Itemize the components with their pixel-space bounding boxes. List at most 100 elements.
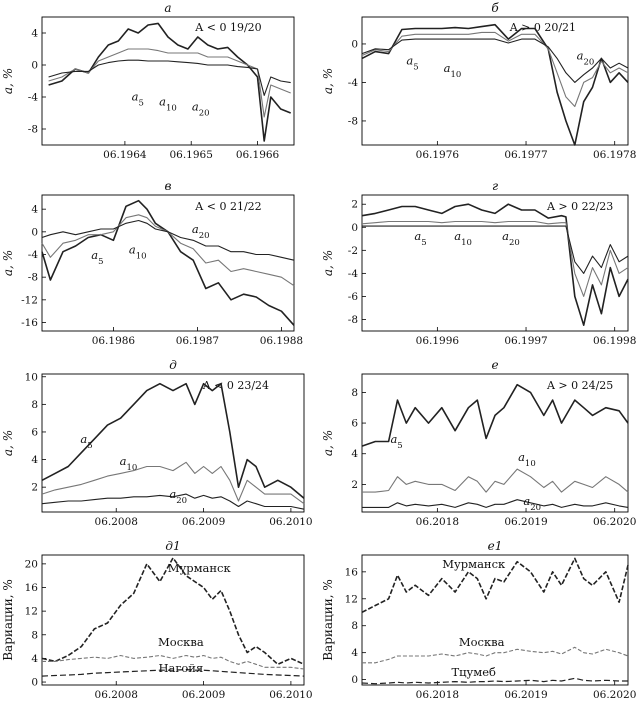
y-tick-label: -4 bbox=[28, 92, 39, 104]
y-tick-label: 0 bbox=[351, 38, 358, 50]
x-tick-label: 06.2020 bbox=[593, 516, 636, 528]
panel-note: A < 0 21/22 bbox=[194, 200, 261, 213]
y-tick-label: 4 bbox=[31, 454, 38, 466]
y-axis-label: a, % bbox=[321, 430, 335, 456]
chart-panel-b: б A > 0 20/21 a, % -8 -4 0 06.1976 06.1977 06.19… bbox=[321, 1, 636, 161]
series-line-Нагойя bbox=[41, 668, 305, 677]
y-tick-label: 8 bbox=[351, 620, 358, 632]
panel-note: A > 0 24/25 bbox=[546, 379, 613, 392]
series-line-a5 bbox=[41, 382, 305, 499]
series-line-a20 bbox=[361, 38, 629, 83]
plot-frame bbox=[361, 554, 629, 686]
y-axis-label: Вариации, % bbox=[1, 579, 15, 661]
plot-frame bbox=[361, 194, 629, 332]
series-label: a10 bbox=[129, 242, 147, 261]
y-tick-label: 0 bbox=[351, 222, 358, 234]
y-tick-label: 4 bbox=[31, 653, 38, 665]
x-tick-label: 06.1987 bbox=[176, 335, 219, 347]
y-tick-label: 4 bbox=[31, 204, 38, 216]
y-tick-label: 16 bbox=[345, 566, 359, 578]
y-tick-label: -6 bbox=[348, 291, 359, 303]
chart-panel-e: е A > 0 24/25 a, % 2 4 6 8 06.2018 06.2019 06.202… bbox=[321, 358, 636, 528]
y-tick-label: -2 bbox=[348, 245, 358, 257]
panel-note: A > 0 20/21 bbox=[509, 21, 576, 34]
y-tick-label: 4 bbox=[31, 28, 38, 40]
y-tick-label: -8 bbox=[348, 115, 358, 127]
panel-note: A < 0 23/24 bbox=[202, 379, 269, 392]
x-tick-label: 06.1977 bbox=[504, 149, 547, 161]
panel-title: е1 bbox=[488, 539, 503, 553]
y-axis-label: a, % bbox=[321, 68, 335, 94]
x-tick-label: 06.1996 bbox=[416, 335, 460, 347]
y-tick-label: 6 bbox=[351, 418, 358, 430]
series-label: a20 bbox=[577, 48, 595, 67]
y-axis-label: Вариации, % bbox=[321, 579, 335, 661]
chart-panel-a: а A < 0 19/20 a, % -8 -4 0 4 06.1964 06.1965 06.1… bbox=[1, 1, 295, 161]
series-line-a20 bbox=[362, 225, 629, 274]
series-label: Нагойя bbox=[158, 661, 203, 675]
plot-frame bbox=[41, 16, 295, 146]
x-tick-label: 06.1997 bbox=[504, 335, 547, 347]
y-tick-label: 0 bbox=[351, 674, 358, 686]
series-label: Мурманск bbox=[168, 561, 232, 575]
y-tick-label: 4 bbox=[351, 647, 358, 659]
y-tick-label: 2 bbox=[351, 199, 358, 211]
series-line-a20 bbox=[41, 219, 295, 261]
plot-frame bbox=[41, 554, 305, 686]
x-tick-label: 06.2008 bbox=[95, 516, 138, 528]
series-line-Москва bbox=[362, 646, 629, 664]
series-line-a20 bbox=[41, 493, 305, 510]
series-line-a20 bbox=[362, 499, 629, 508]
series-label: a10 bbox=[159, 94, 177, 113]
x-tick-label: 06.1988 bbox=[260, 335, 303, 347]
panel-title: д bbox=[169, 358, 177, 372]
x-tick-label: 06.2010 bbox=[269, 516, 312, 528]
x-tick-label: 06.2019 bbox=[504, 689, 547, 701]
series-line-Мурманск bbox=[361, 557, 629, 614]
y-axis-label: a, % bbox=[1, 430, 15, 456]
series-label: Мурманск bbox=[442, 557, 506, 571]
y-tick-label: 8 bbox=[351, 387, 358, 399]
series-label: a5 bbox=[132, 89, 144, 108]
series-line-a5 bbox=[41, 199, 295, 326]
series-label: a5 bbox=[91, 248, 103, 267]
series-line-a5 bbox=[361, 203, 629, 327]
x-tick-label: 06.1978 bbox=[593, 149, 636, 161]
y-tick-label: 6 bbox=[31, 426, 38, 438]
series-label: a20 bbox=[523, 494, 541, 513]
y-tick-label: -12 bbox=[21, 294, 38, 306]
series-label: a20 bbox=[169, 487, 187, 506]
x-tick-label: 06.2018 bbox=[416, 689, 459, 701]
y-tick-label: -16 bbox=[21, 317, 38, 329]
y-axis-label: a, % bbox=[1, 68, 15, 94]
panel-title: д1 bbox=[165, 539, 180, 553]
series-label: Тцумеб bbox=[451, 665, 496, 679]
chart-panel-d: д A < 0 23/24 a, % 2 4 6 8 10 06.2008 06.2009 06.2… bbox=[1, 358, 313, 528]
y-tick-label: 12 bbox=[25, 606, 38, 618]
series-label: a10 bbox=[518, 450, 536, 469]
series-line-a10 bbox=[361, 31, 629, 108]
series-label: a10 bbox=[454, 229, 472, 248]
plot-frame bbox=[361, 16, 629, 146]
y-tick-label: 0 bbox=[31, 60, 38, 72]
series-label: a10 bbox=[120, 454, 138, 473]
y-tick-label: -8 bbox=[28, 124, 38, 136]
y-tick-label: -4 bbox=[28, 249, 39, 261]
x-tick-label: 06.2010 bbox=[269, 689, 312, 701]
series-label: a5 bbox=[390, 432, 402, 451]
series-label: a5 bbox=[406, 54, 418, 73]
series-label: a20 bbox=[192, 222, 210, 241]
series-line-a20 bbox=[48, 59, 291, 96]
panel-title: а bbox=[164, 1, 171, 15]
series-label: a20 bbox=[502, 229, 520, 248]
series-line-a10 bbox=[362, 468, 629, 493]
x-tick-label: 06.2008 bbox=[95, 689, 138, 701]
panel-title: б bbox=[491, 1, 499, 15]
y-axis-label: a, % bbox=[321, 250, 335, 276]
y-tick-label: 2 bbox=[31, 482, 38, 494]
panel-title: е bbox=[491, 358, 498, 372]
x-tick-label: 06.2018 bbox=[416, 516, 459, 528]
series-label: a20 bbox=[192, 100, 210, 119]
series-line-Тцумеб bbox=[361, 677, 628, 685]
series-line-Москва bbox=[42, 654, 305, 670]
